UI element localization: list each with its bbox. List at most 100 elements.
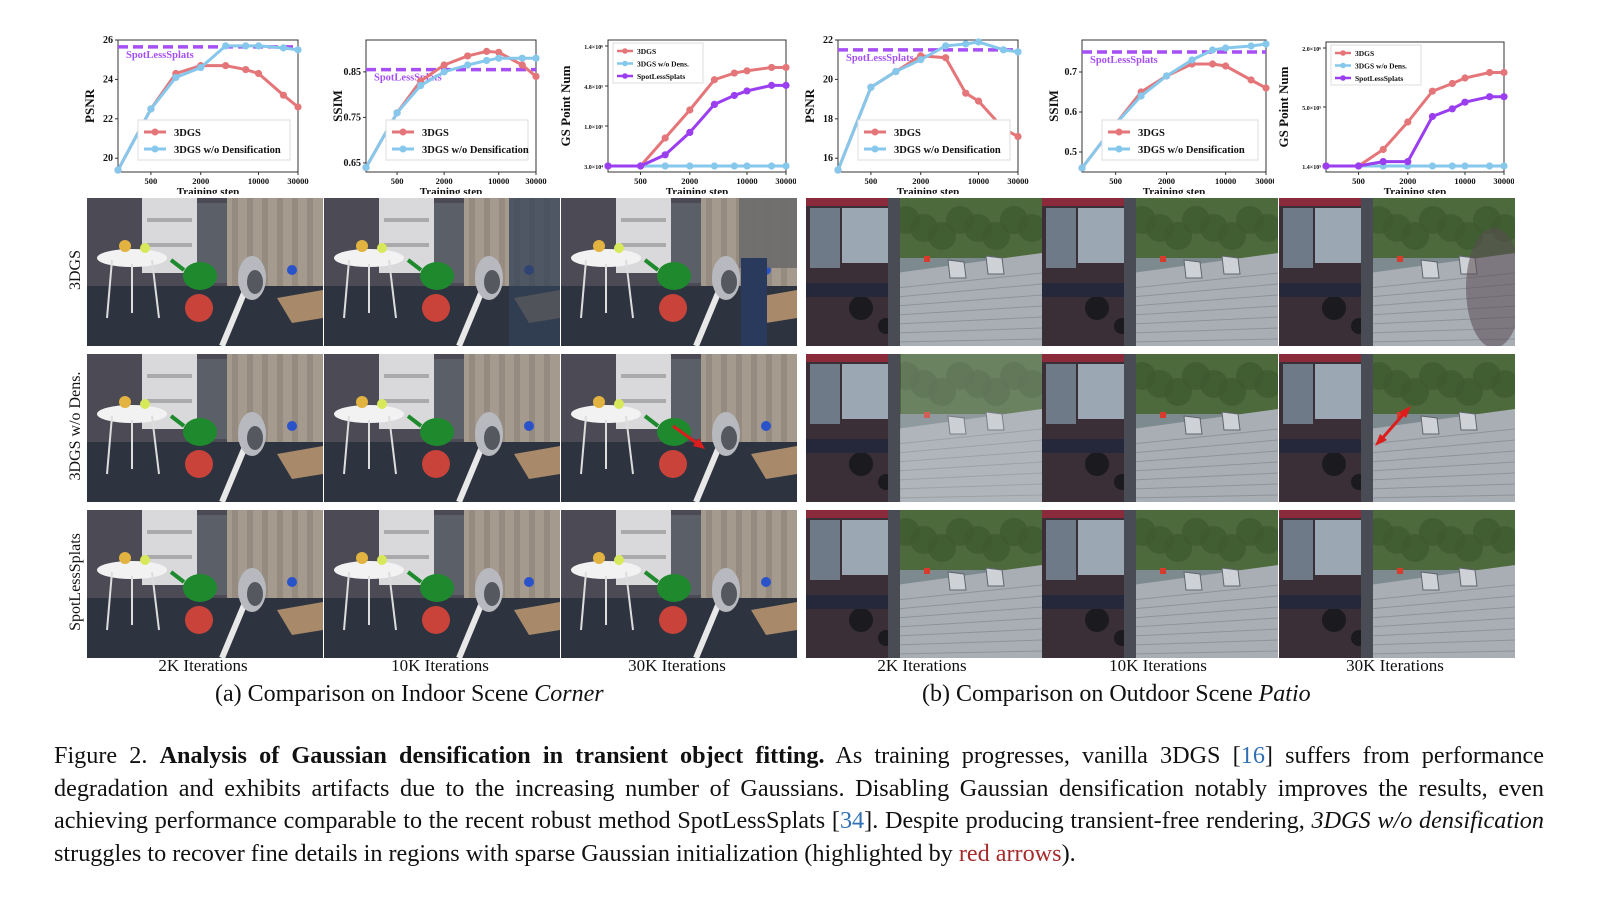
data-point	[222, 62, 230, 70]
data-point	[743, 162, 751, 170]
data-point	[1461, 98, 1469, 106]
spotless-hline-label: SpotLessSplats	[374, 73, 442, 84]
subcaption-a-prefix: (a) Comparison on Indoor Scene	[215, 681, 535, 707]
legend-box	[1101, 119, 1259, 161]
spotless-hline-label: SpotLessSplats	[126, 50, 194, 61]
legend-label: 3DGS	[637, 47, 656, 56]
data-point	[962, 40, 970, 48]
data-point	[172, 73, 180, 82]
data-point	[636, 162, 645, 170]
y-tick-label: 26	[103, 35, 113, 46]
caption-text-3: ]. Despite producing transient-free rend…	[864, 807, 1312, 834]
render-image	[87, 354, 323, 502]
citation-34[interactable]: 34	[839, 807, 865, 834]
x-axis-label: Training step	[1143, 186, 1205, 194]
data-point	[767, 63, 776, 72]
series-line-0	[1326, 71, 1504, 168]
legend-label: 3DGS w/o Densification	[422, 145, 529, 156]
legend-label: 3DGS w/o Dens.	[637, 60, 689, 69]
x-tick-label: 2000	[912, 176, 929, 186]
render-image-graphic	[324, 510, 560, 658]
indoor-gs-chart: 3.0×10⁴ 1.0×10⁵ 4.8×10⁵ 1.4×10⁶ 500 2000 10000…	[560, 39, 796, 194]
row-label-wo-dens: 3DGS w/o Dens.	[67, 371, 84, 481]
subcaption-b-scene: Patio	[1258, 681, 1311, 707]
legend-label: 3DGS w/o Densification	[894, 145, 1001, 156]
y-tick-label: 0.65	[344, 158, 362, 169]
data-point	[974, 38, 983, 46]
data-point	[1461, 162, 1469, 170]
data-point	[464, 52, 472, 60]
data-point	[1162, 72, 1171, 80]
render-image-graphic	[87, 198, 323, 346]
y-tick-label: 1.4×10⁵	[1302, 165, 1321, 171]
citation-16[interactable]: 16	[1240, 742, 1265, 769]
render-image	[1042, 354, 1278, 502]
y-tick-label: 5.0×10⁵	[1302, 106, 1321, 112]
x-tick-label: 30000	[525, 176, 546, 186]
outdoor-psnr-chart: 16 18 20 22 500 2000 10000 30000 Training step PS…	[802, 35, 1029, 194]
data-point	[279, 91, 288, 99]
col-label-outdoor-10k: 10K Iterations	[1109, 656, 1207, 675]
x-tick-label: 30000	[1007, 176, 1028, 186]
render-image-graphic	[561, 354, 797, 502]
data-point	[495, 48, 503, 56]
render-image-graphic	[1279, 510, 1515, 658]
legend-box	[857, 119, 1011, 161]
plot-frame	[607, 39, 787, 173]
outdoor-gs-chart: 1.4×10⁵ 5.0×10⁵ 2.0×10⁶ 500 2000 10000 30000 Tr…	[1278, 41, 1514, 194]
caption-text-1: As training progresses, vanilla 3DGS [	[824, 742, 1241, 769]
data-point	[417, 81, 425, 90]
y-axis-label: GS Point Num	[560, 65, 573, 146]
legend-label: SpotLessSplats	[1355, 74, 1403, 83]
data-point	[1500, 68, 1508, 77]
x-tick-label: 10000	[488, 176, 509, 186]
caption-italic: 3DGS w/o densification	[1311, 807, 1544, 834]
legend-label: SpotLessSplats	[637, 72, 685, 81]
data-point	[1262, 84, 1270, 92]
data-point	[1247, 42, 1255, 50]
data-point	[1014, 132, 1022, 141]
render-image	[806, 354, 1042, 502]
render-image	[324, 354, 560, 502]
render-image	[1042, 198, 1278, 346]
render-image-graphic	[1279, 354, 1515, 502]
legend-label: 3DGS w/o Dens.	[1355, 62, 1407, 71]
y-tick-label: 22	[823, 35, 833, 46]
data-point	[710, 76, 719, 84]
subcaption-a: (a) Comparison on Indoor Scene Corner	[215, 681, 604, 708]
x-tick-label: 2000	[681, 176, 698, 186]
render-image-graphic	[324, 354, 560, 502]
y-axis-label: PSNR	[802, 88, 817, 123]
y-axis-label: SSIM	[1046, 90, 1061, 122]
spotless-hline-label: SpotLessSplats	[846, 53, 914, 64]
render-image	[1279, 198, 1515, 346]
data-point	[147, 105, 155, 113]
data-point	[710, 162, 719, 170]
render-image-graphic	[324, 198, 560, 346]
data-point	[1500, 162, 1508, 170]
data-point	[661, 134, 669, 142]
x-tick-label: 500	[634, 176, 647, 186]
render-image	[806, 198, 1042, 346]
data-point	[1379, 158, 1387, 166]
x-tick-label: 30000	[1255, 176, 1274, 186]
render-image-graphic	[806, 510, 1042, 658]
data-point	[1485, 93, 1494, 101]
plot-frame	[837, 39, 1019, 173]
x-axis-label: Training step	[177, 186, 239, 194]
data-point	[1354, 162, 1363, 170]
data-point	[1404, 118, 1412, 126]
render-image	[1279, 354, 1515, 502]
legend-label: 3DGS w/o Densification	[174, 145, 281, 156]
y-tick-label: 16	[823, 153, 833, 164]
data-point	[1428, 112, 1437, 121]
red-arrow-icon	[1377, 409, 1409, 443]
data-point	[254, 42, 263, 50]
y-axis-label: GS Point Num	[1278, 66, 1291, 147]
y-axis-label: SSIM	[330, 90, 345, 122]
render-image-graphic	[1042, 510, 1278, 658]
data-point	[254, 69, 263, 78]
data-point	[1428, 87, 1437, 95]
subcaption-b: (b) Comparison on Outdoor Scene Patio	[922, 681, 1311, 708]
series-line-2	[1326, 95, 1504, 168]
